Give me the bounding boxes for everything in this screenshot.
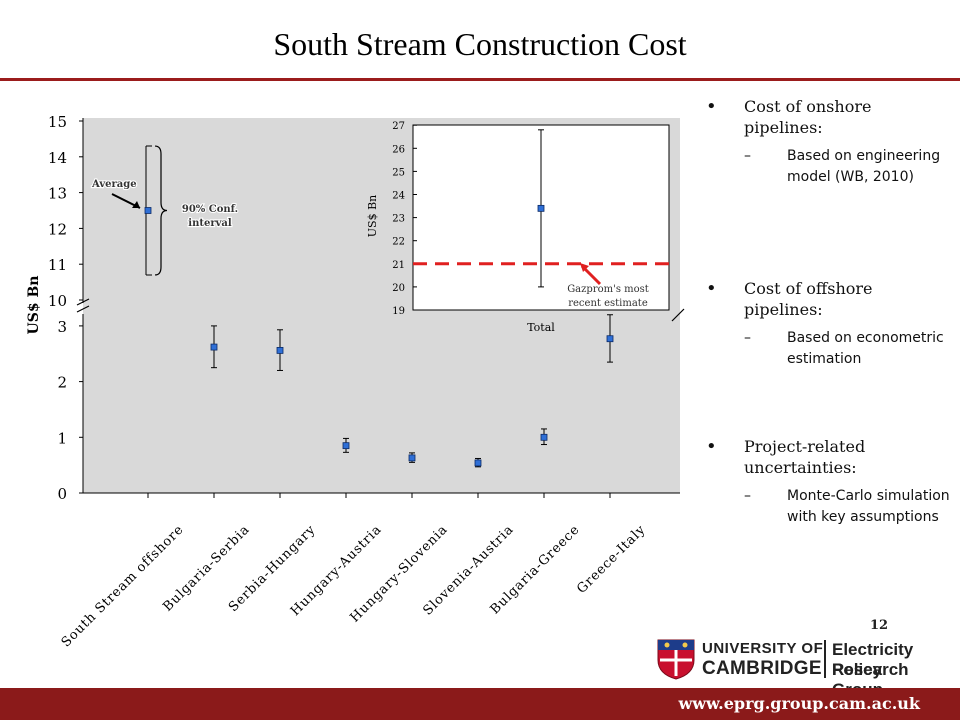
inset-y-tick-label: 27 [392,121,405,132]
inset-category-label: Total [527,321,555,334]
sub-bullet-onshore: Based on engineering model (WB, 2010) [787,148,941,185]
dash: – [744,148,751,164]
inset-y-tick-label: 19 [392,306,405,317]
footer-url[interactable]: www.eprg.group.cam.ac.uk [678,694,920,713]
average-arrowhead [132,201,140,208]
sub-bullet-uncertainties: Monte-Carlo simulation with key assumpti… [787,488,950,525]
data-point [342,442,350,450]
logo-separator [824,640,826,678]
university-logo: UNIVERSITY OF CAMBRIDGE Electricity Poli… [656,638,946,699]
page-number: 12 [870,618,889,633]
dash: – [744,330,751,346]
inset-y-tick-label: 25 [392,167,405,178]
annotation-confidence-line2: interval [188,218,232,229]
inset-y-tick-label: 26 [392,144,405,155]
bullet-onshore: Cost of onshore pipelines: [744,97,872,137]
y-tick-label: 1 [57,429,67,447]
estimate-label-line2: recent estimate [568,298,648,309]
logo-line2: CAMBRIDGE [702,658,822,679]
confidence-brace [154,145,168,276]
title-rule [0,78,960,81]
y-tick-label: 13 [48,185,67,203]
y-tick-label: 3 [57,318,67,336]
bullet-group-onshore: • Cost of onshore pipelines: – Based on en… [706,96,951,188]
inset-data-point [537,204,545,212]
main-plot-layer [144,145,614,468]
inset-y-tick-label: 23 [392,214,405,225]
y-tick-label: 14 [48,149,67,167]
bullet-dot: • [706,278,717,299]
inset-y-tick-label: 21 [392,260,405,271]
category-labels-layer: South Stream offshoreBulgaria-SerbiaSerb… [59,493,649,650]
estimate-label-line1: Gazprom's most [567,284,649,295]
inset-layer: 19 20 21 22 23 24 25 26 27 Gazprom's most recent e… [392,121,669,334]
cambridge-shield-icon [657,639,695,680]
annotation-average: Average [91,179,137,190]
inset-y-tick-label: 22 [392,237,405,248]
y-tick-label: 0 [57,485,67,503]
dash: – [744,488,751,504]
data-point [540,433,548,441]
logo-group-line1: Electricity Policy [832,640,914,679]
axis-break-mark [76,298,90,313]
inset-y-tick-label: 24 [392,191,405,202]
data-point [144,207,152,214]
data-point [408,454,416,462]
category-label: Greece-Italy [574,522,649,597]
y-tick-label: 12 [48,220,67,238]
annotation-confidence-line1: 90% Conf. [182,204,238,215]
annotation-layer: Average 90% Conf. interval [90,145,239,276]
data-point [606,335,614,343]
y-tick-label: 11 [48,256,67,274]
estimate-arrowhead [580,263,589,272]
footer-bar: www.eprg.group.cam.ac.uk [0,688,960,720]
axis-break-mark-right [671,308,685,322]
y-tick-label: 10 [48,292,67,310]
inset-y-tick-label: 20 [392,283,405,294]
slide-title: South Stream Construction Cost [273,26,687,62]
main-y-axis-title: US$ Bn [26,276,42,335]
data-point [210,343,218,351]
logo-line1: UNIVERSITY OF [702,640,824,657]
bullet-group-uncertainties: • Project-related uncertainties: – Monte-C… [706,436,951,528]
bullet-uncertainties: Project-related uncertainties: [744,437,866,477]
bullet-dot: • [706,96,717,117]
bullet-group-offshore: • Cost of offshore pipelines: – Based on e… [706,278,951,370]
bullet-dot: • [706,436,717,457]
data-point [474,459,482,467]
y-tick-label: 15 [48,113,67,131]
y-tick-label: 2 [57,374,67,392]
bullet-offshore: Cost of offshore pipelines: [744,279,873,319]
offshore-interval-caps [146,145,152,276]
inset-y-axis-title: US$ Bn [366,195,379,237]
sub-bullet-offshore: Based on econometric estimation [787,330,944,367]
data-point [276,347,284,354]
category-label: South Stream offshore [59,522,187,650]
